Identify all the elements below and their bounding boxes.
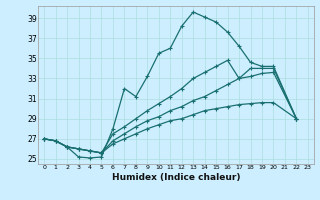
X-axis label: Humidex (Indice chaleur): Humidex (Indice chaleur) xyxy=(112,173,240,182)
